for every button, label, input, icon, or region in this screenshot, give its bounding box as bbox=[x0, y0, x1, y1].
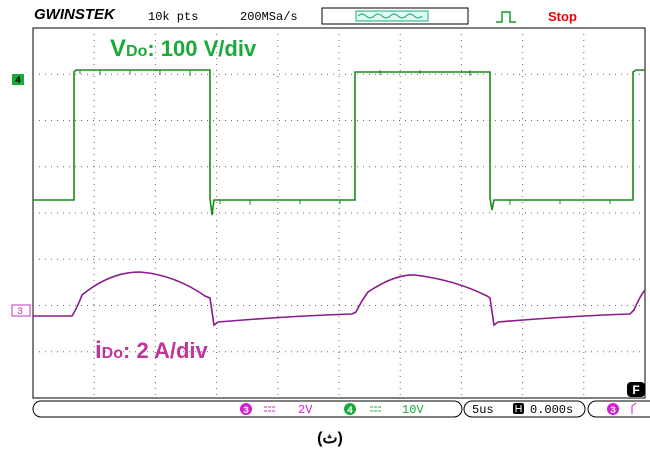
trigger-ch: 3 bbox=[610, 406, 616, 417]
trigger-icon bbox=[496, 12, 516, 22]
memory-window bbox=[356, 11, 428, 21]
ch3-scale: 2V bbox=[298, 403, 313, 417]
voltage-subscript: Do bbox=[126, 43, 148, 60]
sample-rate: 200MSa/s bbox=[240, 10, 298, 24]
status: Stop bbox=[548, 9, 577, 24]
scope-screenshot: GWINSTEK 10k pts 200MSa/s Stop VDo: 100 … bbox=[0, 0, 650, 454]
ch3-marker-label: 3 bbox=[17, 307, 23, 318]
caption: (ث) bbox=[317, 430, 343, 447]
ch4-badge-label: 4 bbox=[347, 406, 353, 417]
ch3-badge-label: 3 bbox=[243, 406, 249, 417]
ch4-scale: 10V bbox=[402, 403, 424, 417]
ch4-marker-label: 4 bbox=[15, 76, 21, 87]
brand: GWINSTEK bbox=[34, 6, 116, 23]
trigger-time: 0.000s bbox=[530, 403, 573, 417]
current-symbol: i bbox=[95, 337, 102, 364]
voltage-scale: : 100 V/div bbox=[147, 36, 257, 61]
timebase: 5us bbox=[472, 403, 494, 417]
menu-label: F bbox=[632, 383, 639, 397]
points: 10k pts bbox=[148, 10, 198, 24]
current-subscript: Do bbox=[102, 345, 124, 362]
voltage-symbol: V bbox=[110, 35, 126, 62]
current-scale: : 2 A/div bbox=[123, 338, 209, 363]
